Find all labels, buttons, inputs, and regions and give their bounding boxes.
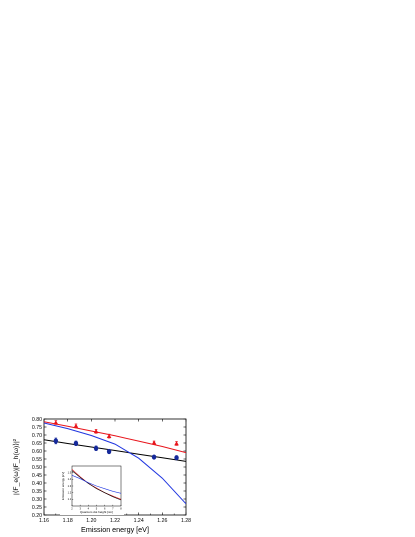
inset-y-axis-label: Emission energy [eV] — [61, 472, 65, 501]
inset-x-tick-label: 3 — [79, 507, 81, 511]
inset-y-tick-label: 1.4 — [68, 477, 72, 481]
data-point-circle — [151, 454, 157, 460]
y-axis-label: |⟨F_e(ω)|F_h(ω)⟩|² — [12, 438, 20, 495]
inset-x-tick-label: 7 — [112, 507, 114, 511]
fit-curve-4 — [44, 422, 186, 505]
data-point-circle — [106, 448, 112, 455]
y-tick-label: 0.80 — [32, 417, 42, 423]
x-tick-label: 1.20 — [86, 518, 96, 524]
inset-y-tick-label: 1.5 — [68, 471, 72, 475]
y-tick-label: 0.30 — [32, 497, 42, 503]
data-point-circle — [93, 445, 99, 451]
inset-x-tick-label: 6 — [104, 507, 106, 511]
inset-x-tick-label: 5 — [96, 507, 98, 511]
inset-y-tick-label: 1.3 — [68, 484, 72, 488]
inset-x-tick-label: 8 — [120, 507, 122, 511]
x-tick-label: 1.22 — [110, 518, 120, 524]
y-tick-label: 0.40 — [32, 481, 42, 487]
data-point-triangle — [174, 441, 179, 446]
inset-y-tick-label: 1.1 — [68, 497, 72, 501]
data-point-circle — [53, 438, 59, 444]
inset-curve-2 — [71, 475, 122, 494]
x-tick-label: 1.18 — [63, 518, 73, 524]
inset-plot: 2 3 4 5 6 7 8 1.1 1.2 1.3 1.4 1.5 Quantum dot height… — [60, 463, 124, 515]
fit-curve-2 — [44, 421, 186, 454]
x-tick-label: 1.28 — [181, 518, 191, 524]
data-point-triangle — [106, 433, 112, 438]
inset-background — [60, 463, 124, 515]
data-point-circle — [174, 455, 179, 461]
y-tick-label: 0.20 — [32, 513, 42, 519]
data-point-triangle — [53, 420, 59, 425]
data-point-circle — [73, 440, 79, 446]
y-tick-label: 0.50 — [32, 465, 42, 471]
y-tick-label: 0.35 — [32, 489, 42, 495]
inset-y-tick-label: 1.2 — [68, 491, 72, 495]
x-tick-label: 1.26 — [157, 518, 167, 524]
x-tick-label: 1.24 — [134, 518, 144, 524]
main-plot: 1.16 1.18 1.20 1.22 1.24 1.26 1.280.200.250.30… — [12, 417, 191, 534]
inset-x-tick-label: 2 — [71, 507, 73, 511]
y-tick-label: 0.55 — [32, 457, 42, 463]
data-point-triangle — [93, 429, 99, 434]
y-tick-label: 0.65 — [32, 441, 42, 447]
y-tick-label: 0.45 — [32, 473, 42, 479]
y-tick-label: 0.60 — [32, 449, 42, 455]
x-axis-label: Emission energy [eV] — [81, 525, 149, 534]
data-point-triangle — [73, 423, 79, 428]
y-tick-label: 0.25 — [32, 505, 42, 511]
data-point-triangle — [151, 440, 157, 445]
inset-x-tick-label: 4 — [88, 507, 90, 511]
inset-x-axis-label: Quantum dot height [nm] — [80, 510, 113, 514]
inset-curve-0 — [71, 469, 122, 500]
x-tick-label: 1.16 — [39, 518, 49, 524]
inset-curve-1 — [71, 470, 122, 501]
fit-curve-3 — [44, 439, 186, 462]
y-tick-label: 0.75 — [32, 425, 42, 431]
y-tick-label: 0.70 — [32, 433, 42, 439]
